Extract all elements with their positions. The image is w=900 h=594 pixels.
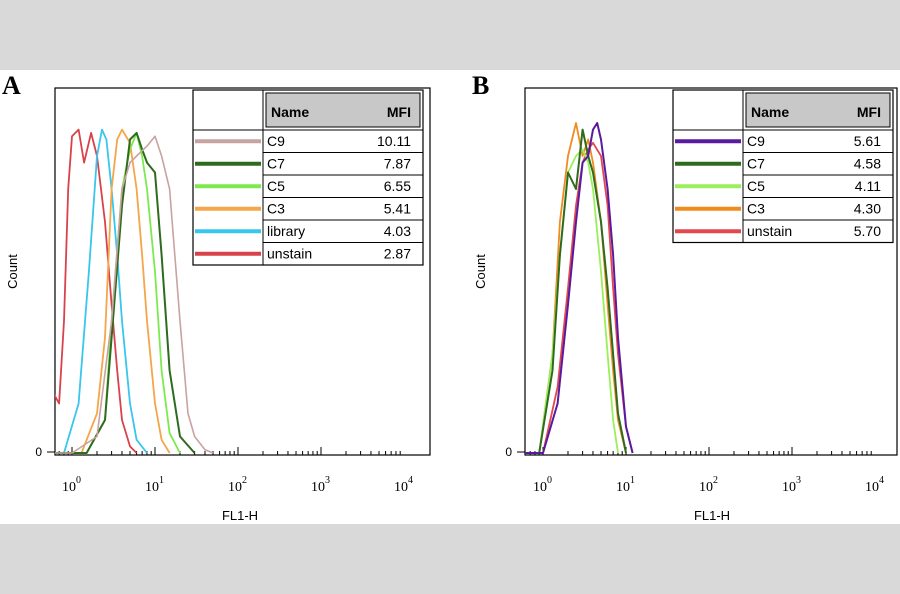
- x-tick-label: 103: [782, 475, 801, 495]
- panel-letter: A: [2, 71, 21, 100]
- x-tick-label: 101: [616, 475, 635, 495]
- x-tick-exponent: 4: [879, 475, 884, 486]
- legend-series-name: C7: [747, 156, 765, 172]
- y-tick-label: 0: [35, 445, 42, 459]
- x-tick-exponent: 0: [547, 475, 552, 486]
- legend-header-cell: [265, 92, 421, 128]
- series-line-unstain: [55, 128, 138, 454]
- x-tick-exponent: 1: [630, 475, 635, 486]
- legend-series-name: C3: [747, 201, 765, 217]
- legend-series-mfi: 4.11: [855, 178, 881, 194]
- legend-series-name: library: [267, 223, 305, 239]
- legend-series-mfi: 4.30: [854, 201, 881, 217]
- x-tick-label: 104: [394, 475, 413, 495]
- x-tick-base: 10: [533, 480, 547, 495]
- legend-series-name: C9: [747, 133, 765, 149]
- legend-header-name: Name: [751, 104, 789, 120]
- figure: A Count 0 100 101 102 103 104 FL1-H Name MFI C9 10.1…: [0, 70, 900, 524]
- legend-series-name: unstain: [747, 223, 792, 239]
- legend-series-mfi: 4.58: [854, 156, 881, 172]
- x-tick-base: 10: [699, 480, 713, 495]
- legend-series-mfi: 10.11: [377, 133, 411, 149]
- legend-series-name: C9: [267, 133, 285, 149]
- legend-header-cell: [745, 92, 891, 128]
- x-tick-exponent: 2: [713, 475, 718, 486]
- x-tick-exponent: 2: [242, 475, 247, 486]
- x-tick-label: 100: [62, 475, 81, 495]
- x-tick-label: 102: [228, 475, 247, 495]
- series-line-C7: [55, 131, 196, 454]
- x-tick-label: 104: [865, 475, 884, 495]
- x-tick-label: 100: [533, 475, 552, 495]
- series-line-C9: [55, 135, 214, 454]
- x-tick-base: 10: [62, 480, 76, 495]
- x-tick-base: 10: [228, 480, 242, 495]
- legend-series-mfi: 6.55: [384, 178, 411, 194]
- x-tick-label: 101: [145, 475, 164, 495]
- x-tick-exponent: 3: [325, 475, 330, 486]
- x-tick-exponent: 0: [76, 475, 81, 486]
- x-tick-base: 10: [394, 480, 408, 495]
- legend-header-name: Name: [271, 104, 309, 120]
- x-axis-label: FL1-H: [222, 508, 258, 523]
- y-tick-label: 0: [505, 445, 512, 459]
- x-axis-label: FL1-H: [694, 508, 730, 523]
- legend-series-mfi: 7.87: [384, 156, 411, 172]
- series-line-C5: [525, 148, 619, 454]
- legend-series-mfi: 2.87: [384, 246, 411, 262]
- series-line-library: [55, 128, 148, 454]
- legend-series-mfi: 5.61: [854, 133, 881, 149]
- legend-series-mfi: 4.03: [384, 223, 411, 239]
- y-axis-label: Count: [473, 254, 488, 289]
- x-tick-exponent: 3: [796, 475, 801, 486]
- legend-series-name: C5: [747, 178, 765, 194]
- x-tick-label: 103: [311, 475, 330, 495]
- x-tick-exponent: 1: [159, 475, 164, 486]
- x-tick-base: 10: [311, 480, 325, 495]
- legend-series-name: C3: [267, 201, 285, 217]
- x-tick-base: 10: [782, 480, 796, 495]
- legend-series-mfi: 5.41: [384, 201, 411, 217]
- x-tick-label: 102: [699, 475, 718, 495]
- legend-series-name: C7: [267, 156, 285, 172]
- legend-series-name: unstain: [267, 246, 312, 262]
- legend-header-mfi: MFI: [387, 104, 411, 120]
- legend-series-mfi: 5.70: [854, 223, 881, 239]
- legend-series-name: C5: [267, 178, 285, 194]
- x-tick-exponent: 4: [408, 475, 413, 486]
- x-tick-base: 10: [865, 480, 879, 495]
- legend-header-mfi: MFI: [857, 104, 881, 120]
- series-line-C7: [525, 128, 627, 454]
- x-tick-base: 10: [616, 480, 630, 495]
- x-tick-base: 10: [145, 480, 159, 495]
- series-line-C3: [55, 128, 171, 454]
- series-line-C9: [525, 122, 634, 454]
- panel-letter: B: [472, 71, 489, 100]
- y-axis-label: Count: [5, 254, 20, 289]
